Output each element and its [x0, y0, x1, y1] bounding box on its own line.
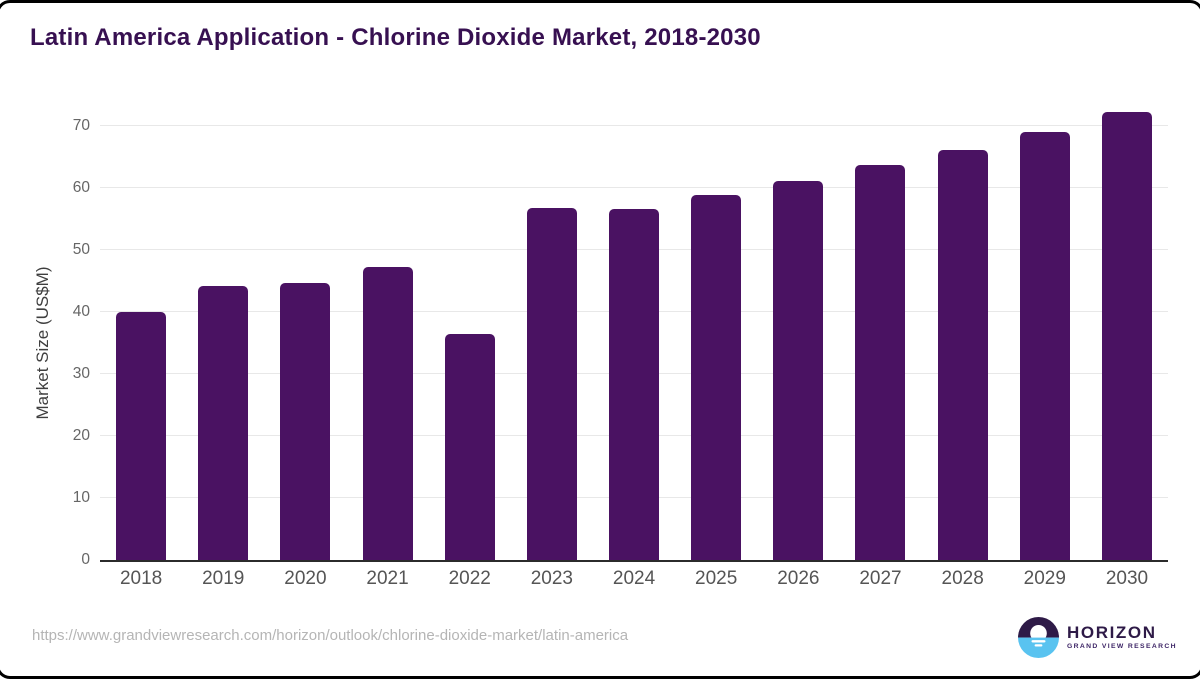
chart-title: Latin America Application - Chlorine Dio…	[30, 24, 761, 51]
x-tick-label: 2020	[284, 568, 327, 589]
horizon-logo: HORIZON GRAND VIEW RESEARCH	[1018, 617, 1177, 658]
y-tick-label: 60	[72, 179, 90, 196]
x-tick-label: 2022	[448, 568, 491, 589]
bar-2028[interactable]	[937, 150, 988, 560]
bar-slot	[182, 108, 264, 560]
bar-2023[interactable]	[526, 208, 577, 560]
bar-2024[interactable]	[609, 209, 660, 560]
x-tick-label: 2025	[695, 568, 738, 589]
bar-slot	[593, 108, 675, 560]
bar-slot	[100, 108, 182, 560]
bar-slot	[1086, 108, 1168, 560]
bar-2025[interactable]	[691, 195, 742, 560]
x-tick-label: 2026	[777, 568, 820, 589]
x-tick-label: 2019	[202, 568, 245, 589]
bar-2021[interactable]	[362, 267, 413, 560]
bar-slot	[675, 108, 757, 560]
plot-area	[100, 108, 1168, 562]
bar-series	[100, 108, 1168, 560]
bar-slot	[757, 108, 839, 560]
x-tick-label: 2030	[1105, 568, 1149, 589]
x-axis-line	[100, 560, 1168, 562]
bar-2019[interactable]	[198, 286, 249, 560]
source-url: https://www.grandviewresearch.com/horizo…	[32, 627, 629, 644]
bar-slot	[839, 108, 921, 560]
bar-2018[interactable]	[116, 312, 167, 560]
x-tick-label: 2028	[941, 568, 984, 589]
bar-2030[interactable]	[1101, 112, 1152, 560]
y-tick-label: 10	[72, 489, 90, 506]
y-tick-label: 30	[72, 365, 90, 382]
gridline	[100, 125, 1168, 126]
bar-slot	[511, 108, 593, 560]
bar-slot	[346, 108, 428, 560]
horizon-sun-icon	[1018, 617, 1059, 658]
x-tick-label: 2029	[1023, 568, 1066, 589]
logo-tagline: GRAND VIEW RESEARCH	[1067, 643, 1177, 651]
logo-text: HORIZON GRAND VIEW RESEARCH	[1067, 624, 1177, 651]
bar-slot	[429, 108, 511, 560]
bar-2020[interactable]	[280, 283, 331, 560]
bar-2027[interactable]	[855, 165, 906, 560]
bar-2029[interactable]	[1019, 132, 1070, 560]
y-tick-label: 0	[81, 551, 90, 568]
bar-slot	[1004, 108, 1086, 560]
x-tick-label: 2023	[530, 568, 573, 589]
gridline	[100, 187, 1168, 188]
y-tick-label: 70	[72, 117, 90, 134]
logo-brand: HORIZON	[1067, 623, 1157, 643]
bar-slot	[264, 108, 346, 560]
bar-2022[interactable]	[444, 334, 495, 560]
y-axis-title: Market Size (US$M)	[33, 266, 52, 420]
bar-slot	[922, 108, 1004, 560]
x-tick-label: 2024	[612, 568, 656, 589]
x-tick-label: 2018	[119, 568, 163, 589]
x-axis-labels: 2018 2019 2020 2021 2022 2023 2024 2025 2026 2027…	[100, 568, 1168, 590]
y-tick-label: 50	[72, 241, 90, 258]
x-tick-label: 2027	[859, 568, 902, 589]
y-tick-label: 20	[72, 427, 90, 444]
x-tick-label: 2021	[366, 568, 409, 589]
y-tick-label: 40	[72, 303, 90, 320]
bar-2026[interactable]	[773, 181, 824, 560]
